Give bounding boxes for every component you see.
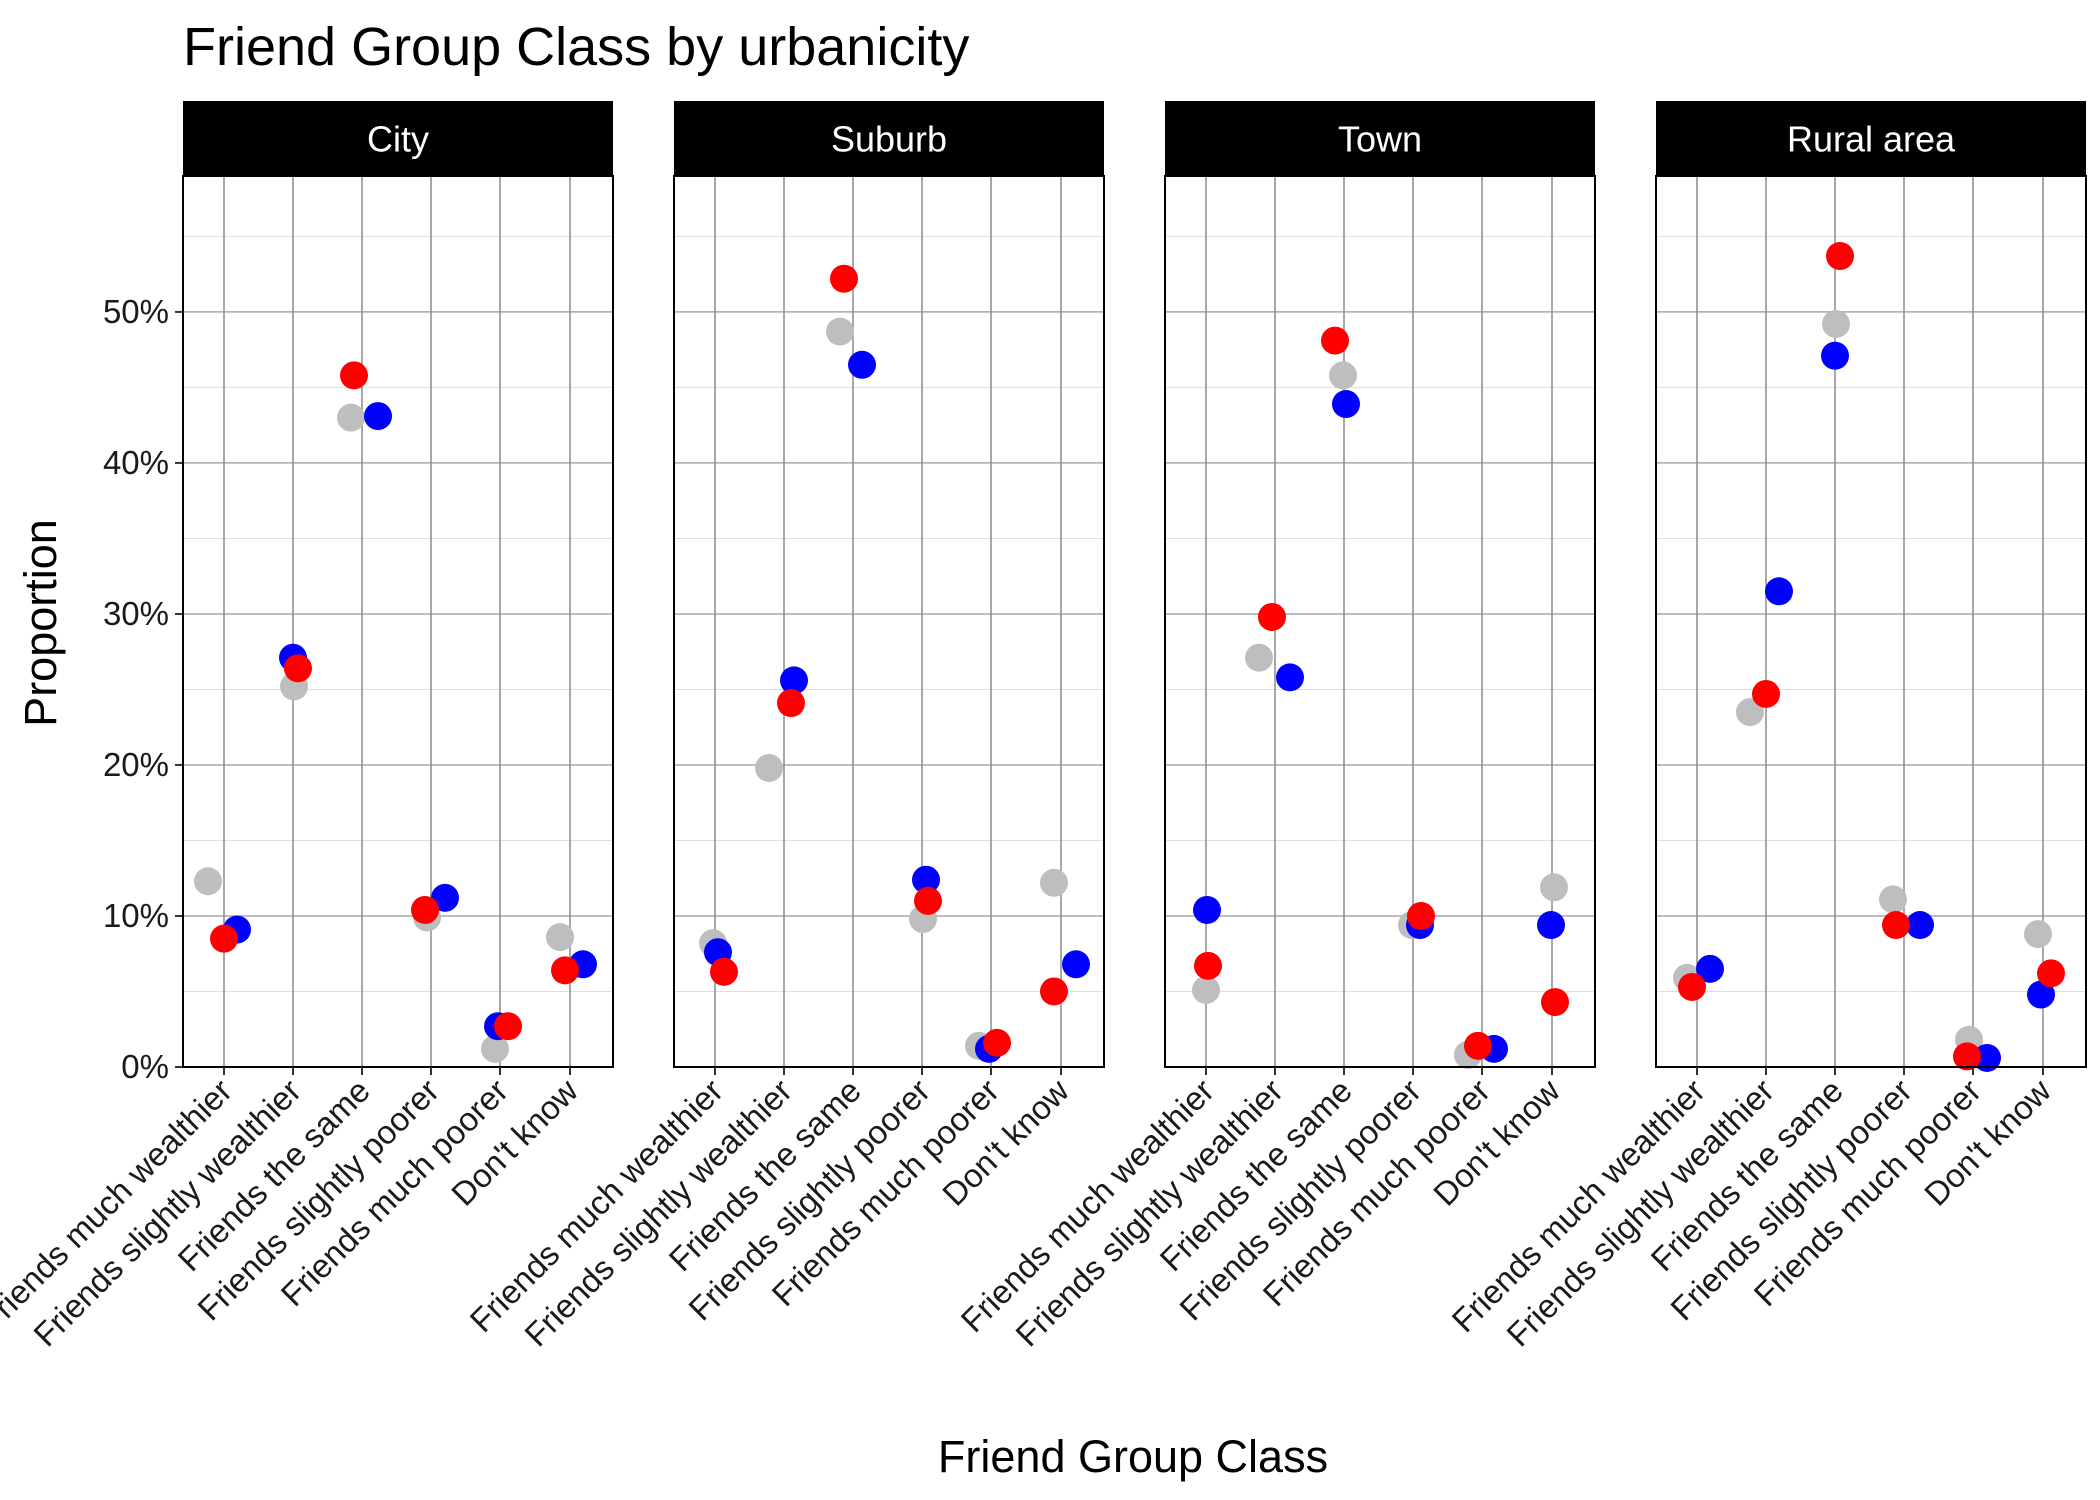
data-point [1321,326,1349,355]
y-tick-label: 50% [103,293,169,330]
data-point [710,957,738,986]
data-point [340,361,368,390]
data-point [1906,911,1934,940]
data-point [1062,950,1090,979]
panel-strip [1165,101,1595,176]
data-point [2024,920,2052,949]
data-point [1407,901,1435,930]
data-point [1541,988,1569,1017]
data-point [1040,868,1068,897]
panel-border [182,175,614,1068]
y-tick-label: 20% [103,746,169,783]
data-point [1678,972,1706,1001]
data-point [826,317,854,346]
data-point [1329,361,1357,390]
panel-border [1164,175,1596,1068]
data-point [1953,1042,1981,1071]
data-point [1752,679,1780,708]
data-point [1332,390,1360,419]
data-point [1193,895,1221,924]
panel-strip-label: Rural area [1787,119,1956,160]
data-point [1822,309,1850,338]
data-point [551,956,579,985]
data-point [1537,911,1565,940]
data-point [210,924,238,953]
panel-border [673,175,1105,1068]
data-point [1879,885,1907,914]
data-point [983,1028,1011,1057]
data-point [2037,959,2065,988]
data-point [411,895,439,924]
data-point [1826,242,1854,271]
x-axis-title: Friend Group Class [938,1431,1328,1482]
panel-strip-label: Town [1338,119,1422,160]
data-point [755,753,783,782]
data-point [1540,873,1568,902]
data-point [1245,643,1273,672]
data-point [1765,577,1793,606]
data-point [194,867,222,896]
data-point [777,689,805,718]
panel-strip-label: City [367,119,429,160]
panel-border [1655,175,2087,1068]
data-point [1040,977,1068,1006]
data-point [494,1012,522,1041]
x-tick-label: Friends slightly wealthier [26,1072,308,1354]
data-point [1821,341,1849,370]
data-point [912,865,940,894]
data-point [1192,975,1220,1004]
panel-strip [1656,101,2086,176]
data-point [1276,663,1304,692]
data-point [1882,911,1910,940]
data-point [337,403,365,432]
data-point [1696,954,1724,983]
data-point [848,350,876,379]
data-point [2027,980,2055,1009]
data-point [546,923,574,952]
y-tick-label: 0% [121,1048,169,1085]
data-point [481,1034,509,1063]
panel-strip [674,101,1104,176]
y-tick-label: 40% [103,444,169,481]
panel-strip-label: Suburb [831,119,947,160]
data-point [1258,602,1286,631]
y-tick-label: 10% [103,897,169,934]
data-point [830,264,858,293]
y-axis-title: Proportion [15,519,66,727]
data-point [1464,1031,1492,1060]
chart-title: Friend Group Class by urbanicity [183,17,969,77]
data-point [364,402,392,431]
data-point [1194,951,1222,980]
data-point [1973,1043,2001,1072]
data-point [1736,698,1764,727]
panel-strip [183,101,613,176]
data-point [284,654,312,683]
y-tick-label: 30% [103,595,169,632]
data-point [780,666,808,695]
data-point [914,886,942,915]
